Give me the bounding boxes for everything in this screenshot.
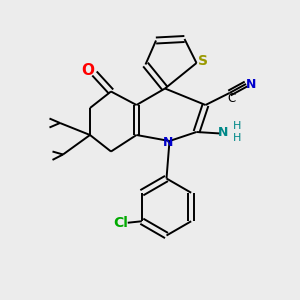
- Text: Cl: Cl: [113, 216, 128, 230]
- Text: H: H: [233, 133, 241, 143]
- Text: N: N: [218, 125, 229, 139]
- Text: O: O: [81, 63, 94, 78]
- Text: S: S: [198, 54, 208, 68]
- Text: C: C: [227, 92, 235, 105]
- Text: N: N: [246, 77, 256, 91]
- Text: N: N: [163, 136, 173, 149]
- Text: H: H: [233, 121, 241, 131]
